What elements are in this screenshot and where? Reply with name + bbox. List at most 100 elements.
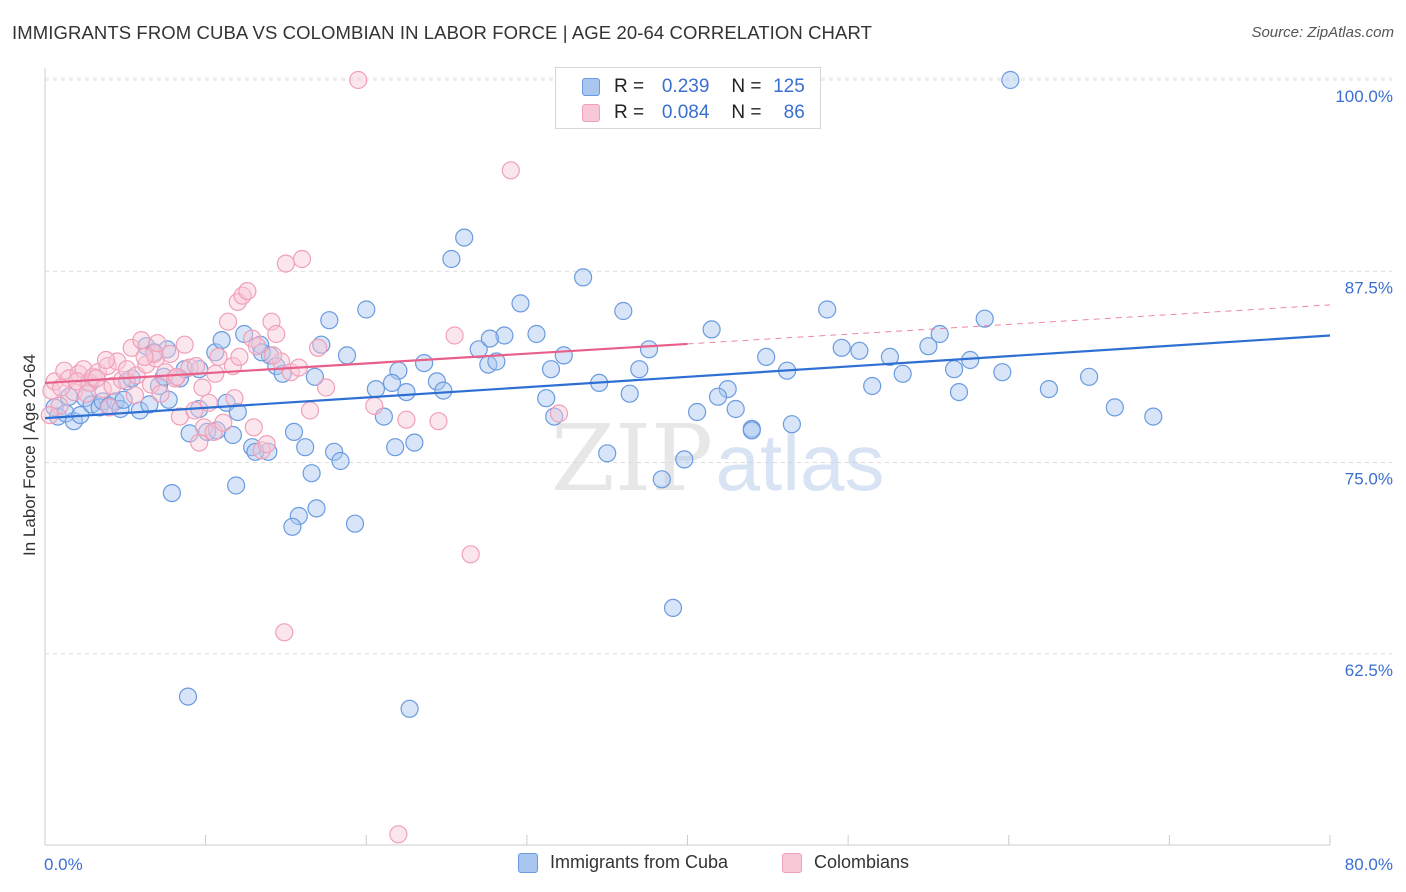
series-legend-colombians[interactable]: Colombians: [782, 852, 909, 873]
point-cuba: [993, 363, 1012, 382]
point-cuba: [527, 324, 546, 344]
point-cuba: [742, 421, 761, 440]
point-colombians: [230, 347, 249, 366]
point-cuba: [949, 383, 969, 402]
legend-row-cuba: R = 0.239 N = 125: [582, 75, 805, 99]
point-cuba: [919, 337, 938, 356]
point-cuba: [405, 433, 424, 452]
point-colombians: [429, 412, 448, 431]
point-colombians: [365, 396, 384, 415]
point-colombians: [276, 254, 295, 273]
point-colombians: [77, 384, 96, 403]
legend-n-value-cuba: 125: [773, 76, 805, 97]
point-cuba: [386, 438, 405, 457]
point-cuba: [455, 228, 474, 247]
point-colombians: [40, 406, 59, 425]
point-cuba: [944, 360, 964, 379]
point-cuba: [573, 268, 593, 287]
series-swatch-colombians: [782, 852, 802, 873]
point-cuba: [337, 346, 357, 365]
source-credit: Source: ZipAtlas.com: [1251, 24, 1394, 41]
point-colombians: [244, 418, 263, 437]
trend-line-cuba: [44, 334, 1331, 420]
point-cuba: [718, 380, 737, 399]
point-cuba: [975, 309, 994, 328]
point-cuba: [930, 324, 949, 344]
point-cuba: [357, 300, 376, 319]
point-colombians: [219, 312, 238, 331]
watermark: ZIP atlas: [551, 405, 885, 512]
gridlines: [45, 77, 1392, 655]
point-cuba: [832, 338, 851, 357]
point-cuba: [1105, 398, 1124, 417]
trend-lines: [44, 304, 1331, 420]
point-colombians: [549, 404, 569, 423]
trend-line-colombians-dashed: [687, 304, 1331, 345]
chart-title: IMMIGRANTS FROM CUBA VS COLOMBIAN IN LAB…: [12, 22, 872, 43]
axes: [44, 68, 1331, 846]
point-colombians: [257, 435, 276, 454]
point-colombians: [186, 357, 206, 376]
point-colombians: [103, 376, 122, 396]
point-cuba: [639, 340, 659, 359]
point-colombians: [185, 401, 204, 420]
point-cuba: [726, 399, 745, 419]
point-colombians: [264, 346, 283, 365]
point-colombians: [96, 350, 116, 370]
point-cuba: [818, 300, 837, 319]
point-colombians: [214, 413, 233, 432]
series-legend-cuba[interactable]: Immigrants from Cuba: [518, 852, 728, 873]
point-cuba: [331, 451, 350, 471]
point-cuba: [382, 373, 402, 392]
point-colombians: [397, 410, 416, 429]
point-colombians: [135, 347, 154, 366]
point-colombians: [122, 338, 141, 357]
point-colombians: [461, 545, 480, 564]
point-cuba: [415, 354, 434, 373]
point-cuba: [114, 390, 133, 409]
point-cuba: [782, 415, 802, 434]
point-cuba: [427, 372, 446, 391]
tick-labels: 100.0% 87.5% 75.0% 62.5% 0.0% 80.0%: [44, 87, 1393, 874]
point-colombians: [190, 433, 209, 452]
point-colombians: [132, 331, 151, 350]
point-cuba: [296, 438, 315, 457]
point-cuba: [757, 347, 776, 366]
point-cuba: [434, 381, 453, 400]
point-colombians: [151, 384, 170, 403]
point-colombians: [193, 378, 212, 397]
legend-r-label: R =: [614, 102, 645, 123]
point-colombians: [204, 422, 223, 441]
point-cuba: [598, 444, 617, 463]
series-legend: Immigrants from Cuba Colombians: [0, 852, 1406, 878]
legend-swatch-cuba: [582, 78, 600, 96]
point-cuba: [1144, 407, 1163, 426]
point-colombians: [501, 161, 520, 180]
point-cuba: [1079, 367, 1099, 386]
point-cuba: [227, 476, 246, 495]
point-cuba: [620, 384, 639, 403]
point-cuba: [541, 360, 561, 379]
point-colombians: [300, 401, 320, 420]
legend-swatch-colombians: [582, 104, 600, 122]
point-cuba: [259, 442, 278, 461]
point-cuba: [325, 442, 344, 461]
point-cuba: [400, 699, 419, 718]
data-points: [40, 70, 1163, 844]
point-colombians: [125, 386, 144, 405]
point-cuba: [442, 249, 461, 269]
point-cuba: [554, 346, 573, 365]
point-colombians: [148, 334, 167, 353]
point-cuba: [487, 352, 506, 371]
legend-r-label: R =: [614, 76, 645, 97]
point-colombians: [100, 398, 119, 417]
point-cuba: [663, 598, 683, 618]
point-colombians: [317, 378, 336, 397]
point-cuba: [305, 367, 324, 386]
point-cuba: [366, 380, 385, 399]
point-cuba: [397, 383, 416, 402]
point-cuba: [863, 376, 882, 396]
point-colombians: [112, 370, 132, 389]
legend-n-label: N =: [731, 102, 762, 123]
point-cuba: [630, 360, 649, 379]
